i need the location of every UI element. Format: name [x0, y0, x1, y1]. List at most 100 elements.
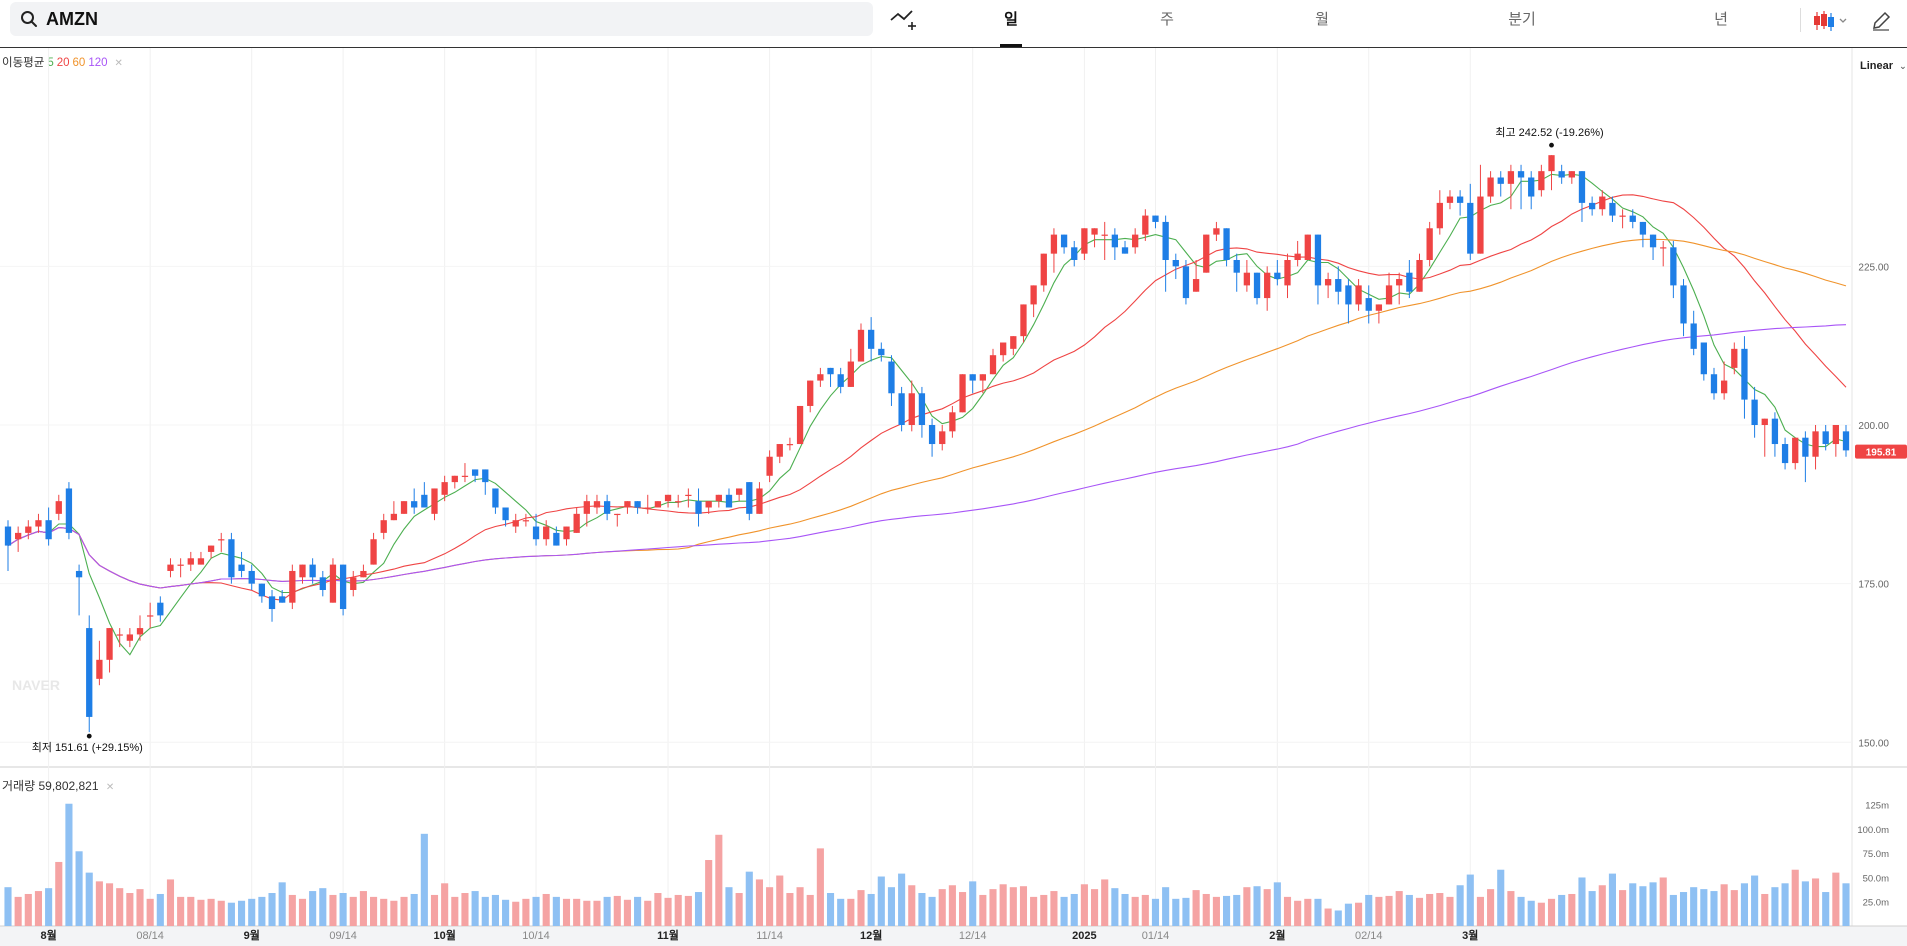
volume-bar	[979, 894, 987, 926]
candle-body	[1761, 418, 1768, 425]
close-icon[interactable]: ✕	[114, 58, 123, 69]
volume-bar	[1324, 908, 1332, 926]
candle-body	[1324, 279, 1332, 286]
candle-body	[1517, 171, 1525, 178]
candle-body	[1467, 202, 1474, 254]
search-box[interactable]	[10, 2, 873, 36]
candle-body	[116, 634, 123, 636]
candle-body	[1162, 221, 1169, 260]
tab-quarter[interactable]: 분기	[1508, 11, 1536, 28]
candle-body	[1436, 202, 1443, 229]
candle-body	[1192, 279, 1200, 292]
search-input[interactable]	[46, 6, 846, 32]
candle-body	[949, 412, 956, 432]
candle-body	[1223, 228, 1230, 260]
candle-body	[218, 539, 225, 541]
volume-bar	[1720, 884, 1728, 926]
candle-body	[1731, 348, 1738, 368]
candle-body	[1700, 342, 1707, 375]
candle-body	[502, 507, 509, 521]
low-marker	[86, 733, 92, 739]
scale-mode-dropdown[interactable]: Linear ⌄	[1860, 60, 1907, 72]
close-icon[interactable]: ✕	[105, 782, 115, 793]
volume-bar	[1791, 869, 1799, 926]
drawing-tool-icon[interactable]	[888, 6, 918, 32]
candle-body	[1680, 285, 1687, 324]
candle-body	[908, 393, 915, 425]
volume-bar	[715, 834, 723, 926]
volume-bar	[410, 893, 418, 926]
volume-bar	[1751, 875, 1759, 926]
volume-bar	[1223, 895, 1231, 926]
volume-bar	[908, 885, 916, 926]
volume-bar	[298, 898, 307, 926]
candle-body	[522, 520, 530, 522]
volume-bar	[34, 891, 43, 926]
candle-body	[482, 469, 489, 483]
tab-month[interactable]: 월	[1315, 11, 1329, 28]
candle-body	[1812, 431, 1819, 457]
volume-bar	[1385, 895, 1393, 926]
volume-bar	[136, 889, 144, 926]
volume-bar	[1710, 891, 1718, 926]
candle-body	[319, 577, 326, 590]
tab-week[interactable]: 주	[1160, 11, 1174, 28]
tab-year[interactable]: 년	[1714, 11, 1728, 28]
ma-line-120	[7, 324, 1847, 589]
volume-bar	[1608, 873, 1616, 926]
price-chart[interactable]: 150.00 175.00 200.00 225.00 NAVER 최고 242.52 (…	[0, 48, 1907, 946]
volume-bar	[806, 894, 814, 926]
pencil-icon[interactable]	[1870, 10, 1892, 32]
volume-bar	[1761, 893, 1769, 926]
volume-bar	[380, 898, 388, 926]
low-annotation: 최저 151.61 (+29.15%)	[32, 741, 143, 754]
volume-bar	[1558, 894, 1566, 926]
ma-period-5: 5	[47, 57, 54, 69]
candle-type-icon[interactable]	[1812, 10, 1852, 32]
volume-bar	[593, 900, 601, 926]
candle-body	[1111, 234, 1119, 248]
volume-bar	[1405, 894, 1413, 926]
volume-bar	[65, 803, 73, 926]
time-tick-label: 2025	[1072, 930, 1096, 942]
volume-bar	[1395, 891, 1403, 926]
ma-period-20: 20	[56, 57, 70, 69]
volume-bar	[573, 898, 581, 926]
candle-body	[1101, 234, 1108, 236]
candle-body	[268, 596, 276, 610]
candle-body	[735, 488, 743, 495]
volume-bar	[766, 887, 774, 926]
volume-bar	[1598, 885, 1606, 926]
volume-bar	[1781, 883, 1789, 926]
volume-bar	[532, 896, 540, 926]
candle-body	[1578, 171, 1586, 203]
candle-body	[1538, 171, 1545, 191]
candle-body	[106, 628, 113, 660]
candle-body	[350, 577, 357, 590]
ma-period-120: 120	[88, 57, 108, 69]
candle-body	[1182, 266, 1190, 299]
volume-bar	[1131, 896, 1139, 926]
volume-bar	[1070, 893, 1078, 926]
volume-bar	[441, 883, 449, 926]
volume-bar	[45, 888, 53, 926]
volume-bar	[1426, 893, 1434, 926]
candle-body	[1365, 298, 1372, 311]
time-tick-label: 01/14	[1142, 930, 1170, 942]
candle-body	[1000, 342, 1007, 356]
time-tick-label: 02/14	[1355, 930, 1383, 942]
volume-bar	[1832, 872, 1840, 926]
volume-bar	[1151, 898, 1160, 926]
candle-body	[1751, 399, 1758, 425]
search-icon	[21, 11, 37, 27]
volume-bar	[1212, 896, 1220, 926]
candle-body	[1781, 444, 1789, 464]
volume-bar	[1355, 902, 1363, 926]
candle-body	[228, 539, 235, 578]
candle-body	[421, 494, 428, 508]
volume-bar	[4, 887, 12, 926]
volume-bar	[75, 851, 83, 926]
volume-bar	[877, 876, 885, 926]
tab-day[interactable]: 일	[1004, 11, 1018, 28]
volume-tick-label: 25.0m	[1863, 898, 1889, 909]
